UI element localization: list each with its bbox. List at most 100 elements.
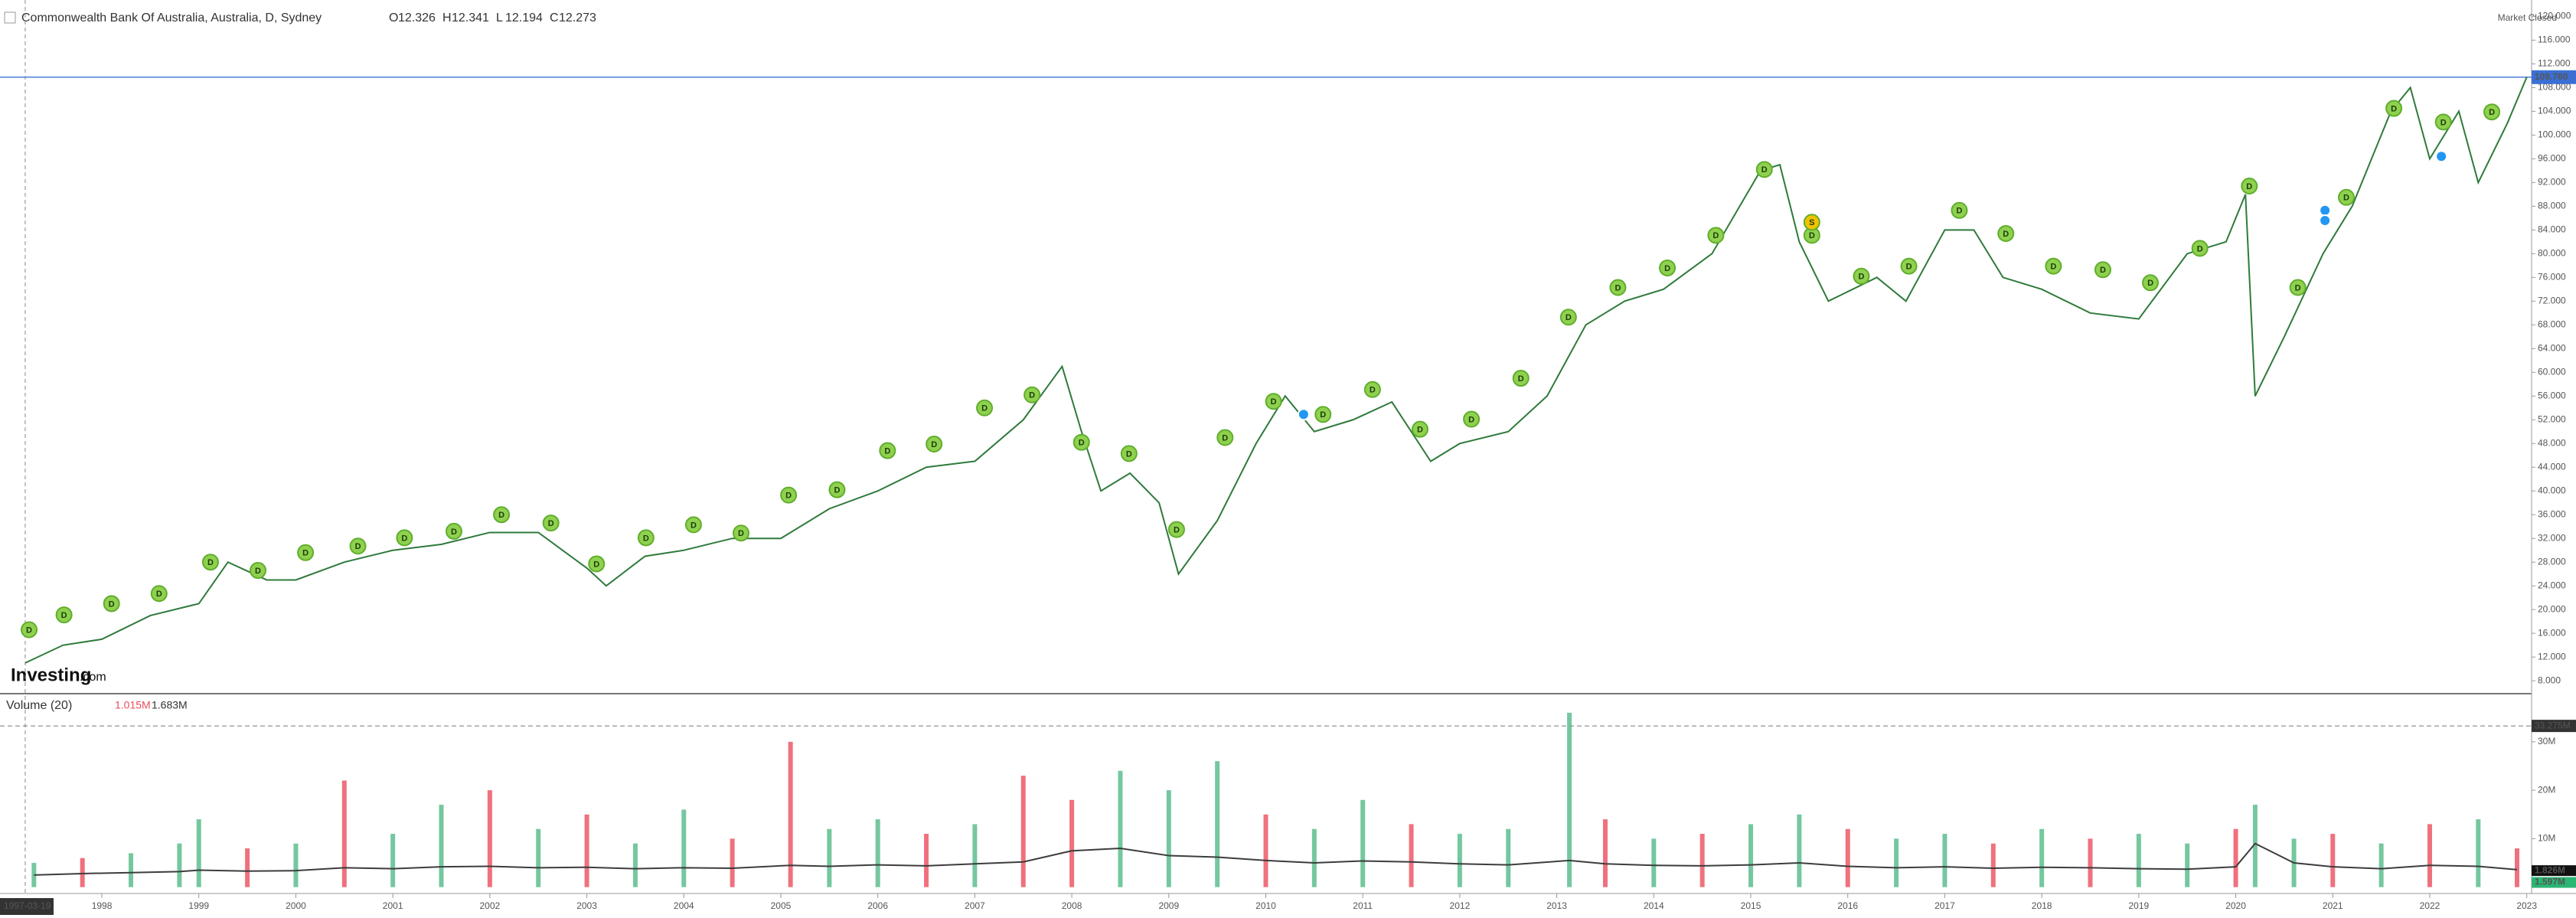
dividend-marker-label: D: [1417, 426, 1423, 435]
dividend-marker: [493, 506, 511, 524]
dividend-marker-label: D: [1468, 415, 1474, 424]
dividend-marker: [1997, 225, 2015, 243]
dividend-marker: [1659, 259, 1677, 276]
y-tick-label: 68.000: [2538, 319, 2566, 329]
volume-bar: [1118, 770, 1123, 887]
dividend-marker-label: D: [451, 528, 457, 537]
x-tick-label: 2002: [480, 900, 501, 911]
date-tag: [0, 898, 54, 915]
dividend-marker: [1609, 279, 1627, 296]
volume-bar: [536, 828, 541, 887]
volume-bar: [632, 843, 638, 887]
volume-last-label: 1.597M: [2535, 877, 2565, 887]
y-tick-label: 88.000: [2538, 201, 2566, 211]
dividend-marker: [201, 554, 219, 571]
x-tick-label: 2001: [383, 900, 403, 911]
volume-tick-label: 10M: [2538, 833, 2555, 844]
x-tick-label: 2003: [576, 900, 597, 911]
event-marker: [2319, 204, 2332, 217]
dividend-marker: [1024, 386, 1041, 403]
dividend-marker-label: D: [61, 611, 67, 620]
x-tick-label: 2006: [867, 900, 888, 911]
dividend-marker-label: D: [1320, 410, 1326, 420]
dividend-marker-label: D: [1370, 386, 1376, 395]
y-tick-label: 92.000: [2538, 177, 2566, 188]
y-tick-label: 60.000: [2538, 366, 2566, 377]
y-tick-label: 12.000: [2538, 651, 2566, 662]
dividend-marker: [828, 481, 846, 498]
volume-bar: [2330, 834, 2336, 887]
volume-bar: [2039, 828, 2045, 887]
volume-bar: [1602, 819, 1608, 887]
volume-tick-label: 20M: [2538, 784, 2555, 795]
dividend-marker: [2289, 279, 2307, 296]
volume-title: Volume (20): [6, 699, 72, 712]
dividend-marker-label: D: [2100, 266, 2106, 275]
event-marker: [2435, 150, 2448, 163]
x-tick-label: 2005: [771, 900, 792, 911]
ohlc-label: O: [389, 11, 398, 25]
dividend-marker: [55, 606, 73, 624]
dividend-marker: [1803, 214, 1820, 231]
volume-bar: [341, 780, 347, 887]
dividend-marker-label: D: [1761, 165, 1768, 175]
y-tick-label: 64.000: [2538, 342, 2566, 353]
dividend-marker-label: D: [2343, 194, 2349, 203]
volume-last-label: 1.826M: [2535, 864, 2565, 875]
volume-bar: [2136, 834, 2141, 887]
event-marker: [2319, 214, 2332, 227]
dividend-marker: [250, 562, 267, 580]
y-tick-label: 20.000: [2538, 603, 2566, 614]
x-tick-label: 2011: [1353, 900, 1373, 911]
volume-bar: [2427, 824, 2432, 887]
dividend-marker-label: D: [1858, 273, 1864, 282]
y-tick-label: 76.000: [2538, 272, 2566, 283]
dividend-marker: [2483, 103, 2501, 121]
x-tick-label: 2017: [1934, 900, 1955, 911]
dividend-marker: [1120, 445, 1138, 462]
dividend-marker: [1216, 429, 1234, 446]
collapse-icon[interactable]: [4, 11, 16, 24]
volume-bar: [788, 741, 793, 887]
y-tick-label: 36.000: [2538, 508, 2566, 519]
volume-bar: [1748, 824, 1754, 887]
volume-bar: [875, 819, 880, 887]
dividend-marker: [1900, 257, 1918, 275]
dividend-marker-label: D: [785, 492, 792, 501]
volume-bar: [80, 858, 85, 887]
dividend-marker-label: D: [109, 599, 115, 609]
x-tick-label: 2008: [1062, 900, 1082, 911]
dividend-marker-label: D: [2441, 118, 2447, 127]
ohlc-label: C: [550, 11, 559, 25]
dividend-marker: [926, 436, 943, 453]
dividend-marker: [2191, 240, 2209, 257]
ohlc-value: 12.326: [398, 11, 436, 25]
x-tick-label: 2004: [674, 900, 694, 911]
dividend-marker-label: D: [2050, 263, 2056, 272]
y-tick-label: 52.000: [2538, 413, 2566, 424]
dividend-marker-label: D: [981, 404, 988, 413]
x-tick-label: 2012: [1450, 900, 1471, 911]
dividend-marker-label: D: [1664, 264, 1670, 273]
volume-bar: [177, 843, 182, 887]
volume-bar: [972, 824, 978, 887]
dividend-marker-label: D: [1518, 374, 1524, 384]
x-tick-label: 2007: [965, 900, 985, 911]
volume-max-tag: [2532, 720, 2576, 733]
ohlc-label: H: [442, 11, 452, 25]
volume-bar: [1894, 838, 1899, 887]
dividend-marker-label: D: [26, 626, 32, 635]
dividend-marker-label: D: [355, 542, 361, 551]
x-tick-label: 2022: [2420, 900, 2441, 911]
volume-bar: [129, 853, 134, 887]
volume-max-label: 33.275M: [2535, 720, 2571, 730]
volume-bar: [1990, 843, 1996, 887]
dividend-marker-label: D: [1566, 313, 1572, 322]
dividend-marker: [1411, 420, 1428, 438]
y-tick-label: 116.000: [2538, 34, 2571, 45]
y-tick-label: 40.000: [2538, 485, 2566, 495]
volume-bar: [1020, 776, 1026, 887]
market-status: Market Closed: [2498, 12, 2557, 23]
